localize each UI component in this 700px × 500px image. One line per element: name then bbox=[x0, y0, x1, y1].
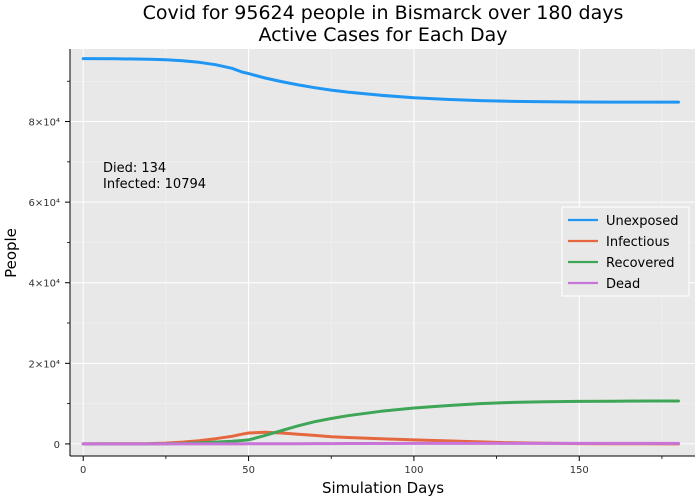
ticks-layer: 0 50 100 150 0 2×10⁴ 4×10⁴ 6×10⁴ 8×10⁴ bbox=[29, 80, 663, 476]
series-layer bbox=[81, 57, 680, 446]
y-tick-label: 2×10⁴ bbox=[29, 359, 60, 370]
legend-label-dead: Dead bbox=[606, 277, 640, 292]
y-tick-label: 4×10⁴ bbox=[29, 279, 60, 290]
y-tick-label: 8×10⁴ bbox=[29, 118, 60, 129]
x-axis-label: Simulation Days bbox=[322, 479, 444, 497]
annotation-died: Died: 134 bbox=[103, 161, 166, 176]
series-line-dead bbox=[81, 441, 680, 446]
legend-label-recovered: Recovered bbox=[606, 256, 675, 271]
series-line-unexposed bbox=[81, 57, 680, 104]
legend: Unexposed Infectious Recovered Dead bbox=[561, 206, 690, 297]
x-tick-label: 50 bbox=[242, 465, 255, 476]
annotation-infected: Infected: 10794 bbox=[103, 177, 206, 192]
chart-title: Covid for 95624 people in Bismarck over … bbox=[143, 2, 624, 24]
legend-label-unexposed: Unexposed bbox=[606, 214, 678, 229]
y-tick-label: 0 bbox=[54, 440, 60, 451]
legend-label-infectious: Infectious bbox=[606, 235, 670, 250]
chart-subtitle: Active Cases for Each Day bbox=[258, 24, 507, 46]
x-tick-label: 0 bbox=[80, 465, 86, 476]
y-tick-label: 6×10⁴ bbox=[29, 198, 60, 209]
y-axis-label: People bbox=[2, 228, 20, 278]
x-tick-label: 150 bbox=[570, 465, 589, 476]
x-tick-label: 100 bbox=[404, 465, 423, 476]
legend-box bbox=[561, 206, 690, 297]
